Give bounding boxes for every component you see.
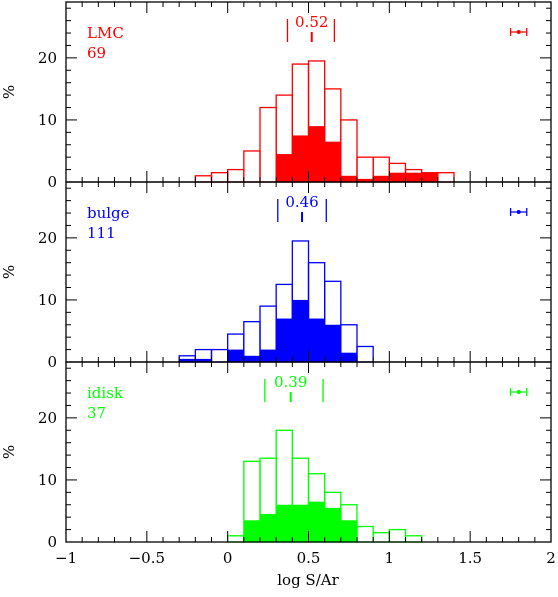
- open-bar: [243, 150, 261, 183]
- sample-count: 37: [87, 404, 106, 422]
- y-axis-label: %: [0, 265, 18, 279]
- filled-bar: [195, 358, 212, 362]
- filled-bar: [243, 355, 260, 362]
- x-tick-label: 0: [223, 549, 233, 567]
- errorbar-point: [516, 30, 521, 34]
- filled-bar: [243, 520, 260, 542]
- open-bar: [194, 175, 213, 183]
- x-tick-label: −0.5: [129, 549, 165, 567]
- x-axis-label: log S/Ar: [277, 571, 339, 589]
- sample-count: 69: [87, 44, 106, 62]
- y-tick-label: 10: [38, 471, 57, 489]
- x-tick-label: 2: [546, 549, 556, 567]
- y-tick-label: 10: [38, 111, 57, 129]
- panel-LMC: 0 10 20% LMC 69 0.52: [0, 1, 552, 191]
- filled-bar: [373, 175, 390, 182]
- filled-bar: [260, 514, 277, 542]
- panel-idisk: 0 10 20% idisk 37 0.39: [0, 361, 552, 551]
- panels: 0 10 20% LMC 69 0.52 0 10 20% bulge 111 0.46 0 10 20% i…: [0, 1, 552, 551]
- errorbar-point: [516, 210, 521, 214]
- x-tick-label: −1: [55, 549, 77, 567]
- filled-bar: [405, 172, 422, 182]
- y-tick-label: 20: [38, 229, 57, 247]
- x-tick-label: 0.5: [297, 549, 321, 567]
- filled-bar: [292, 504, 309, 542]
- y-tick-label: 20: [38, 409, 57, 427]
- open-bar: [340, 119, 358, 183]
- open-bar: [227, 168, 245, 183]
- open-bar: [404, 535, 423, 543]
- filled-bar: [389, 172, 406, 182]
- filled-bar: [179, 358, 196, 362]
- y-tick-label: 10: [38, 291, 57, 309]
- x-tick-label: 1.5: [458, 549, 482, 567]
- open-bar: [259, 106, 277, 183]
- y-tick-label: 20: [38, 49, 57, 67]
- sample-label: idisk: [87, 384, 124, 402]
- sample-count: 111: [87, 224, 116, 242]
- filled-bar: [324, 507, 341, 542]
- y-axis-label: %: [0, 85, 18, 99]
- median-label: 0.46: [285, 193, 318, 211]
- filled-bar: [276, 318, 293, 362]
- open-bar: [227, 535, 245, 543]
- y-axis-label: %: [0, 445, 18, 459]
- errorbar-point: [516, 390, 521, 394]
- panel-bulge: 0 10 20% bulge 111 0.46: [0, 181, 552, 371]
- sample-label: LMC: [87, 24, 124, 42]
- open-bar: [356, 345, 374, 363]
- median-label: 0.39: [274, 373, 307, 391]
- filled-bar: [308, 126, 325, 182]
- filled-bar: [260, 349, 277, 362]
- filled-bar: [292, 299, 309, 362]
- open-bar: [388, 528, 407, 543]
- filled-bar: [340, 352, 357, 362]
- open-bar: [210, 348, 229, 363]
- open-bar: [356, 156, 374, 183]
- y-tick-label: 0: [47, 533, 57, 551]
- filled-bar: [357, 178, 374, 182]
- filled-bar: [340, 520, 357, 542]
- x-tick-labels: −1 −0.5 0 0.5 1 1.5 2: [55, 549, 556, 567]
- filled-bar: [276, 154, 293, 182]
- filled-bar: [324, 141, 341, 182]
- filled-bar: [227, 349, 244, 362]
- filled-bar: [308, 318, 325, 362]
- filled-bar: [276, 504, 293, 542]
- x-tick-label: 1: [385, 549, 395, 567]
- filled-bar: [324, 324, 341, 362]
- open-bar: [437, 172, 455, 183]
- y-tick-label: 0: [47, 173, 57, 191]
- filled-bar: [308, 501, 325, 542]
- open-bar: [356, 525, 374, 543]
- y-tick-label: 0: [47, 353, 57, 371]
- filled-bar: [340, 175, 357, 182]
- median-label: 0.52: [295, 13, 328, 31]
- filled-bar: [292, 135, 309, 182]
- filled-bar: [421, 172, 438, 182]
- sample-label: bulge: [87, 204, 130, 222]
- open-bar: [372, 532, 390, 543]
- open-bar: [210, 172, 229, 183]
